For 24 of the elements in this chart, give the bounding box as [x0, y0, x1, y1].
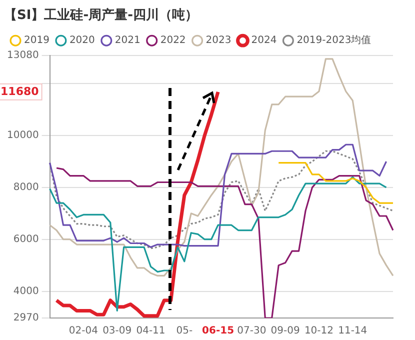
chart-title: 【SI】工业硅-周产量-四川（吨）: [4, 7, 198, 24]
x-tick-label: 05-: [176, 326, 193, 337]
x-tick-label: 11-14: [338, 326, 368, 337]
y-tick-label: 4000: [13, 286, 39, 297]
y-tick-label: 13080: [7, 50, 39, 62]
y-tick-label: 6000: [13, 234, 39, 245]
text: 11680: [0, 84, 40, 98]
x-tick-label: 07-30: [237, 326, 266, 337]
legend-label: 2019-2023均值: [296, 34, 372, 46]
legend-label: 2022: [160, 35, 186, 46]
y-tick-label: 2970: [13, 312, 39, 324]
x-tick-label: 09-09: [270, 326, 300, 337]
legend-label: 2023: [206, 35, 232, 46]
x-tick-label: 03-09: [102, 326, 132, 337]
x-tick-label: 02-04: [68, 326, 98, 337]
legend-label: 2020: [69, 35, 95, 46]
legend-label: 2021: [114, 35, 140, 46]
y-tick-label: 8000: [13, 182, 39, 194]
x-tick-label: 04-11: [136, 326, 166, 337]
x-tick-label: 10-12: [304, 326, 334, 337]
legend-label: 2019: [24, 35, 50, 46]
y-tick-label: 10000: [7, 130, 39, 142]
x-tick-label: 06-15: [202, 326, 234, 337]
legend-label: 2024: [251, 35, 277, 46]
